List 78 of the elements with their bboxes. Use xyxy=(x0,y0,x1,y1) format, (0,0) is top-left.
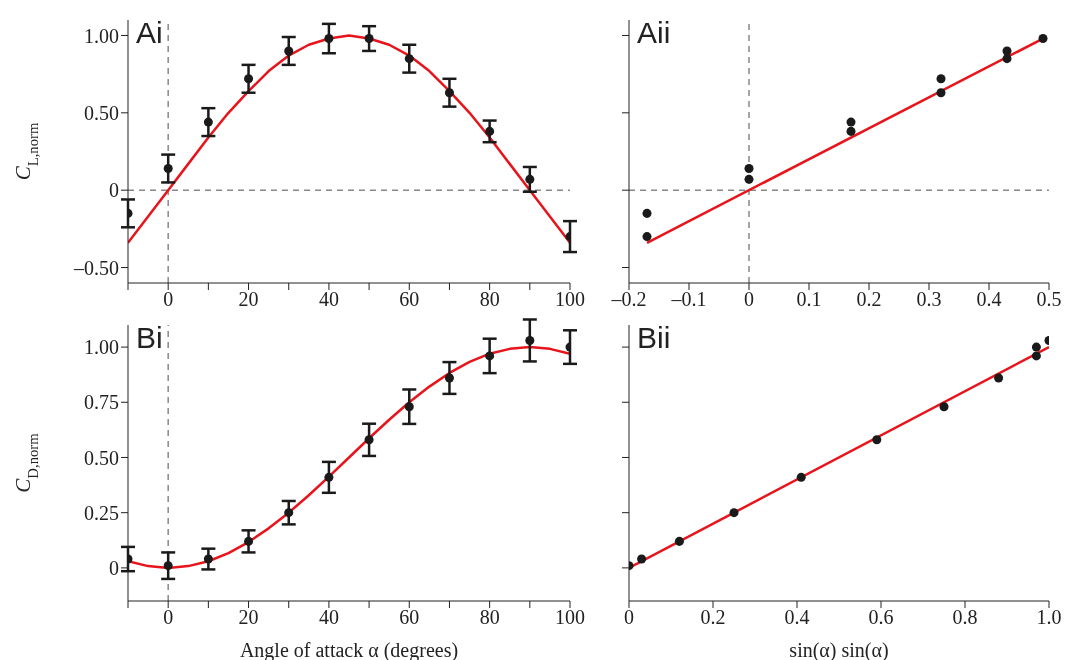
x-tick-label: 0 xyxy=(744,288,754,311)
point xyxy=(444,373,454,383)
y-tick-label: 0.50 xyxy=(84,101,119,124)
point xyxy=(244,74,254,84)
x-tick-label: 0.3 xyxy=(916,288,942,311)
x-tick-label: –0.1 xyxy=(670,288,707,311)
x-tick-label: 20 xyxy=(238,606,259,629)
point xyxy=(203,554,213,564)
y-tick-label: 0 xyxy=(109,179,119,202)
x-tick-label: 20 xyxy=(238,288,259,311)
x-tick-label: 0.2 xyxy=(856,288,882,311)
chart-title: Bii xyxy=(637,321,671,355)
point xyxy=(1031,342,1041,352)
point xyxy=(994,373,1004,383)
x-tick-label: 0 xyxy=(163,288,174,311)
chart-title: Ai xyxy=(136,16,163,50)
point xyxy=(642,208,652,218)
point xyxy=(324,34,334,44)
y-tick-label: –0.50 xyxy=(73,256,119,279)
x-tick-label: 0.2 xyxy=(700,606,726,629)
x-tick-label: 1.0 xyxy=(1036,606,1062,629)
x-tick-label: 60 xyxy=(399,606,420,629)
point xyxy=(485,351,495,361)
point xyxy=(364,435,374,445)
x-tick-label: 0.8 xyxy=(952,606,978,629)
y-tick-label: 0.50 xyxy=(84,446,119,469)
point xyxy=(444,88,454,98)
point xyxy=(674,536,684,546)
point xyxy=(637,554,647,564)
x-tick-label: 80 xyxy=(479,606,500,629)
y-tick-label: 0.75 xyxy=(84,391,119,414)
x-tick-label: –0.2 xyxy=(610,288,647,311)
y-tick-label: 0.25 xyxy=(84,501,119,524)
x-tick-label: 0.4 xyxy=(784,606,810,629)
point xyxy=(404,54,414,64)
point xyxy=(744,164,754,174)
point xyxy=(1038,34,1048,44)
x-tick-label: 40 xyxy=(318,288,339,311)
chart-title: Aii xyxy=(637,16,671,50)
point xyxy=(872,435,882,445)
x-tick-label: 0.1 xyxy=(796,288,822,311)
point xyxy=(846,117,856,127)
point xyxy=(936,88,946,98)
point xyxy=(163,561,173,571)
point xyxy=(525,335,535,345)
point xyxy=(936,74,946,84)
point xyxy=(284,508,294,518)
point xyxy=(324,472,334,482)
point xyxy=(1031,351,1041,361)
x-tick-label: 0.6 xyxy=(868,606,894,629)
point xyxy=(163,164,173,174)
x-tick-label: 0 xyxy=(624,606,634,629)
y-tick-label: 0 xyxy=(109,556,119,579)
x-tick-label: 0.4 xyxy=(976,288,1002,311)
x-tick-label: 0 xyxy=(163,606,174,629)
point xyxy=(203,117,213,127)
point xyxy=(284,46,294,56)
x-tick-label: 100 xyxy=(555,288,585,311)
point xyxy=(846,126,856,136)
x-tick-label: 60 xyxy=(399,288,420,311)
point xyxy=(244,536,254,546)
point xyxy=(1002,54,1012,64)
point xyxy=(796,472,806,482)
point xyxy=(404,402,414,412)
y-tick-label: 1.00 xyxy=(84,336,119,359)
x-tick-label: 0.5 xyxy=(1036,288,1062,311)
point xyxy=(485,126,495,136)
point xyxy=(364,34,374,44)
x-tick-label: 80 xyxy=(479,288,500,311)
point xyxy=(729,508,739,518)
point xyxy=(525,174,535,184)
chart-title: Bi xyxy=(136,321,163,355)
x-tick-label: 100 xyxy=(555,606,585,629)
point xyxy=(744,174,754,184)
point xyxy=(642,232,652,242)
point xyxy=(939,402,949,412)
y-tick-label: 1.00 xyxy=(84,24,119,47)
x-tick-label: 40 xyxy=(318,606,339,629)
